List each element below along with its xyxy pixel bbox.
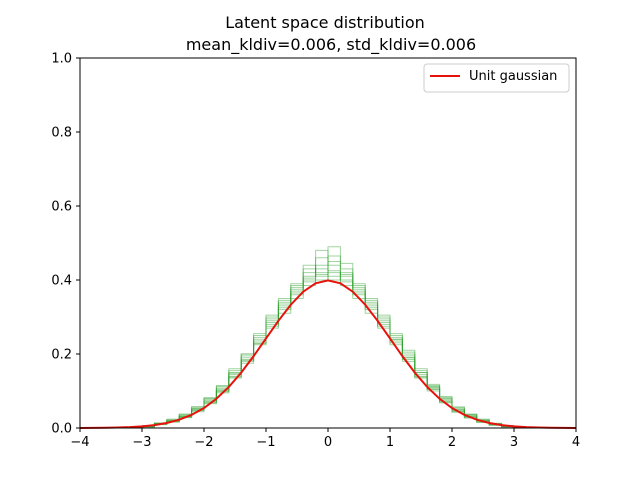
x-tick-label: 3 <box>510 435 518 450</box>
y-tick-label: 0.6 <box>51 200 72 215</box>
histogram-series <box>141 246 515 428</box>
x-tick-label: −1 <box>256 435 275 450</box>
x-tick-label: 1 <box>386 435 394 450</box>
y-tick-label: 0.4 <box>51 274 72 289</box>
legend-box <box>423 63 570 93</box>
histogram-series <box>141 249 515 428</box>
x-tick-label: −4 <box>70 435 89 450</box>
legend-label-gaussian: Unit gaussian <box>469 69 557 84</box>
chart-subtitle: mean_kldiv=0.006, std_kldiv=0.006 <box>186 35 476 55</box>
gaussian-layer <box>79 279 577 429</box>
y-tick-label: 0.0 <box>51 422 72 437</box>
x-tick-label: −3 <box>132 435 151 450</box>
x-tick-label: −2 <box>194 435 213 450</box>
y-axis: 0.0 0.2 0.4 0.6 0.8 1.0 <box>51 52 80 437</box>
x-axis: −4 −3 −2 −1 0 1 2 3 4 <box>70 428 580 450</box>
y-tick-label: 0.2 <box>51 348 72 363</box>
x-tick-label: 2 <box>448 435 456 450</box>
y-tick-label: 1.0 <box>51 52 72 67</box>
x-tick-label: 4 <box>572 435 580 450</box>
plot-area <box>79 57 577 429</box>
gaussian-curve <box>79 279 577 429</box>
x-tick-label: 0 <box>324 435 332 450</box>
legend: Unit gaussian <box>423 63 570 93</box>
plot-background <box>80 58 576 428</box>
y-tick-label: 0.8 <box>51 126 72 141</box>
chart-title: Latent space distribution <box>225 13 425 32</box>
